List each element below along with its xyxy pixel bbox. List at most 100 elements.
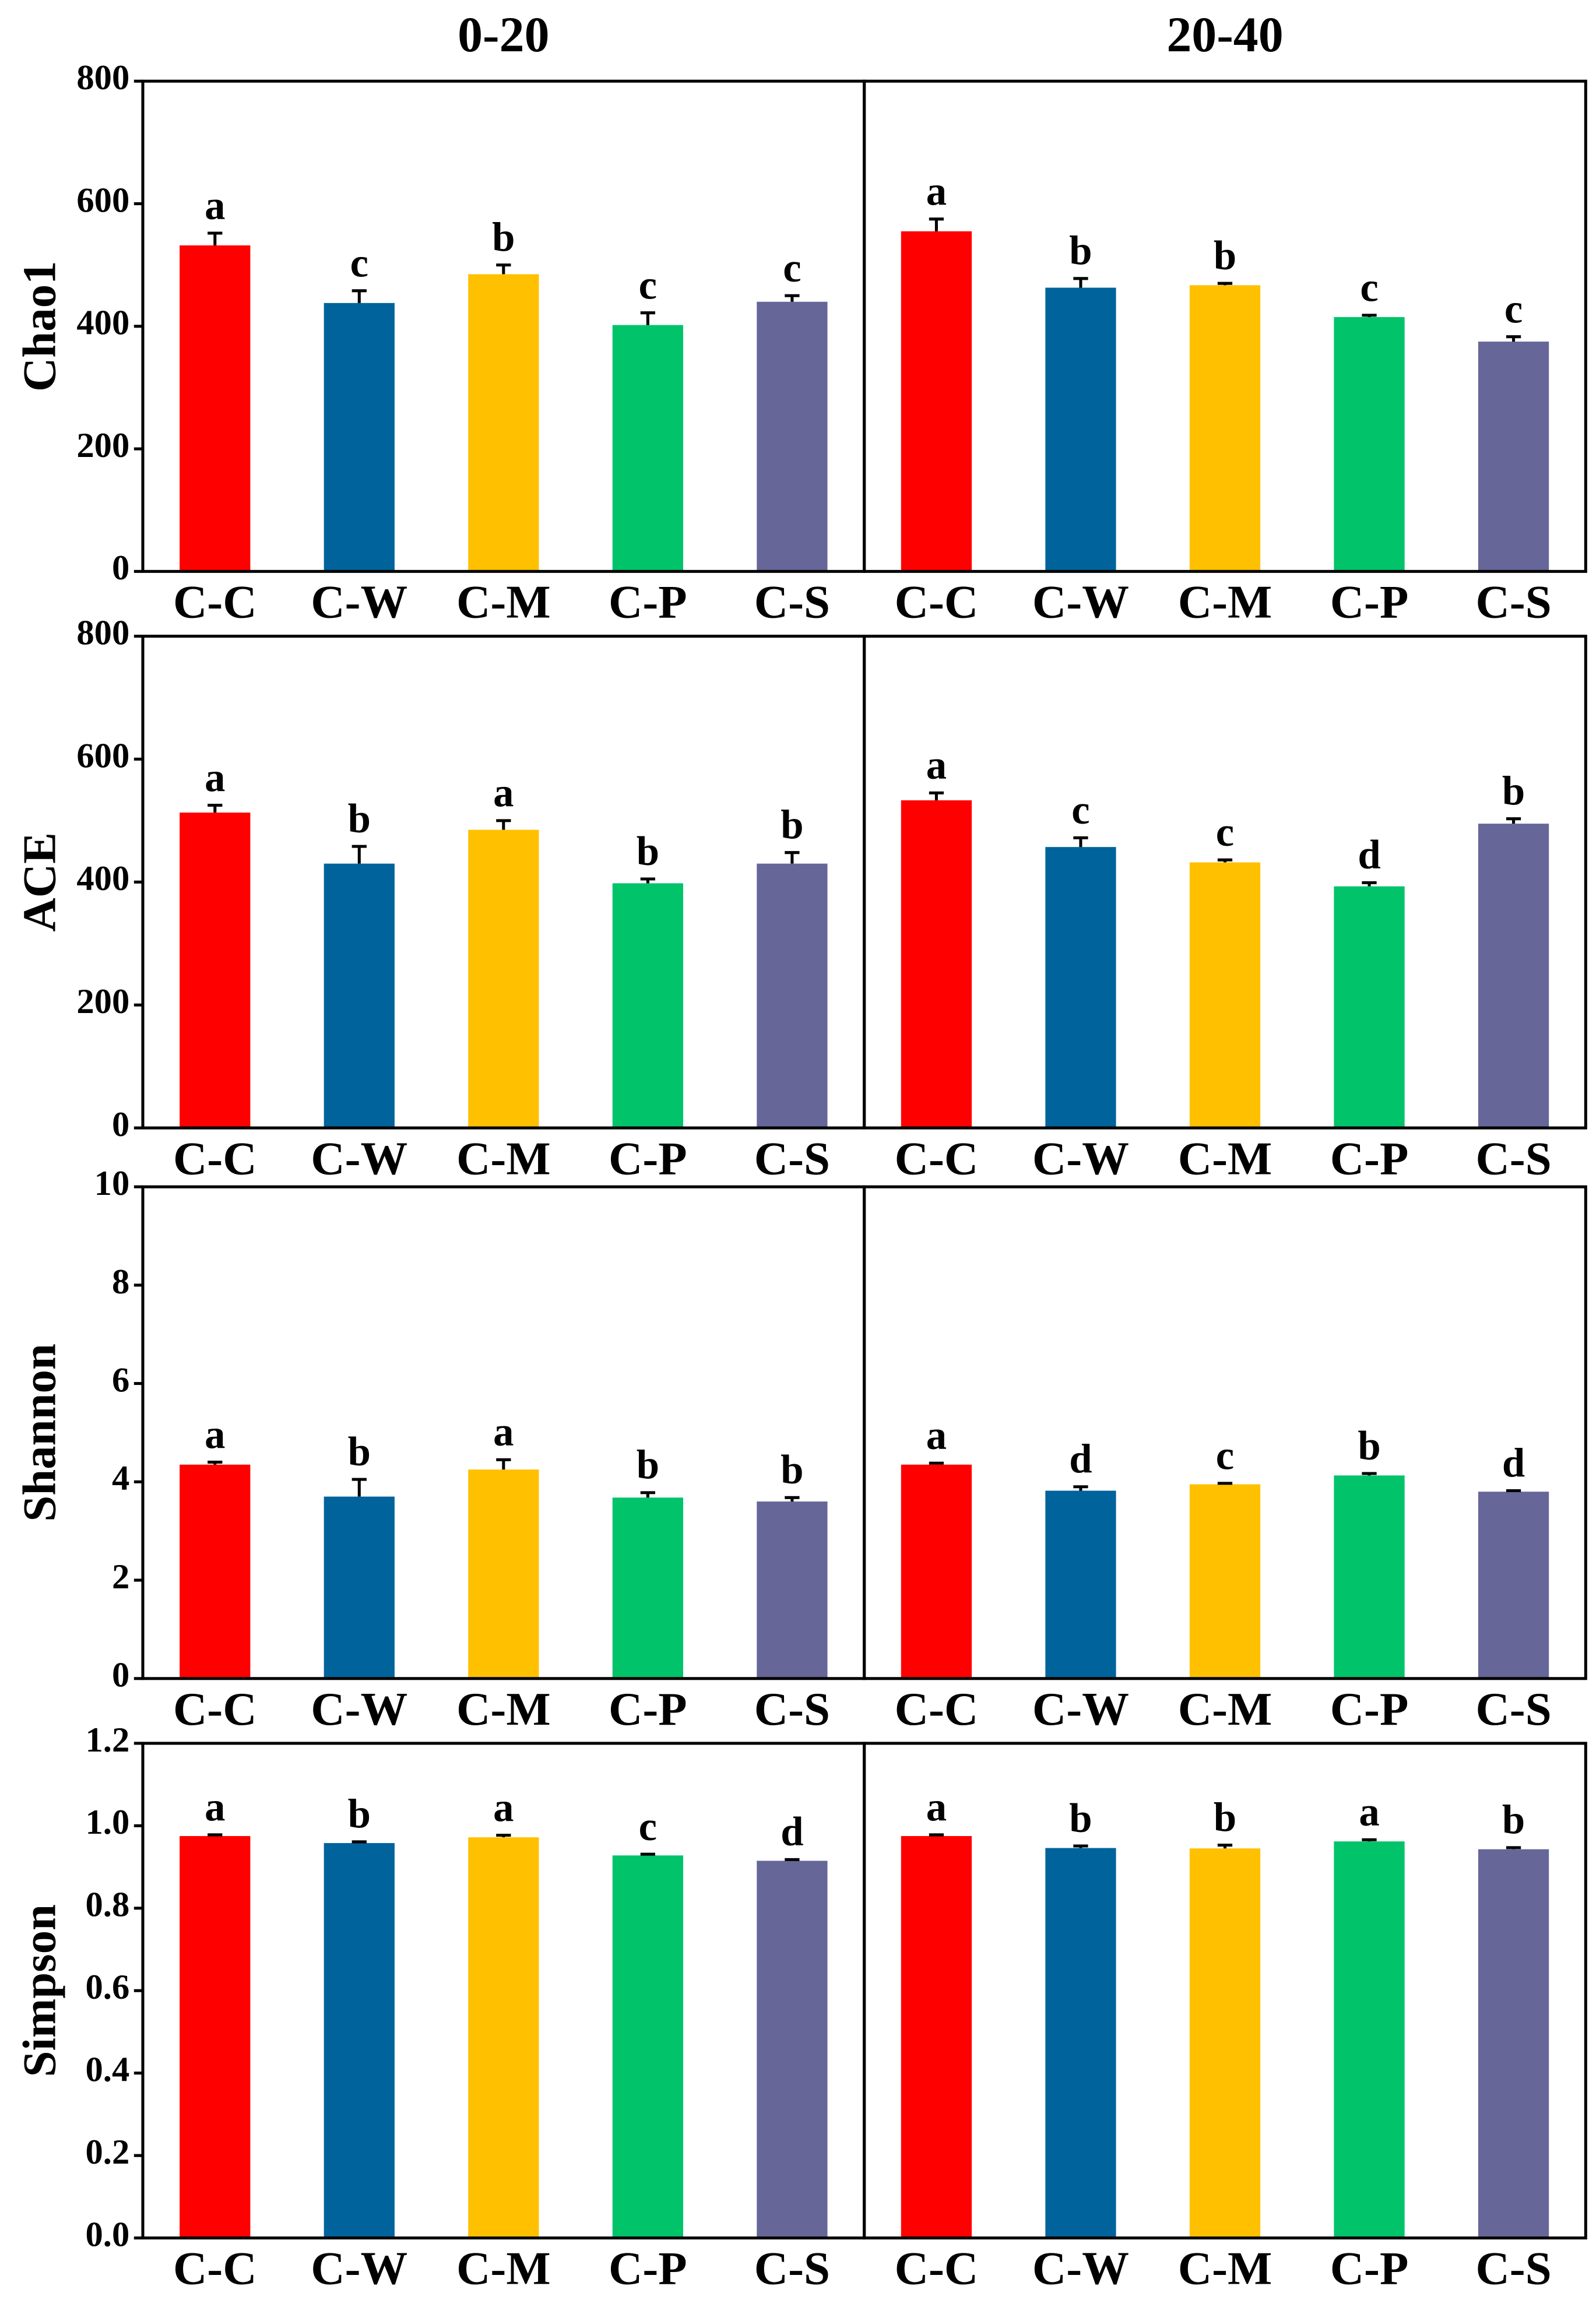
- bar: [324, 1496, 395, 1679]
- y-tick-label: 0.0: [86, 2215, 130, 2254]
- significance-letter: b: [1502, 1798, 1525, 1843]
- error-bar: [1217, 282, 1233, 286]
- bar: [180, 1836, 251, 2238]
- error-bar: [208, 1461, 223, 1465]
- bar: [612, 1497, 683, 1679]
- significance-letter: b: [1214, 233, 1236, 279]
- x-tick-label: C-C: [173, 2243, 257, 2295]
- x-tick-label: C-W: [1032, 2243, 1129, 2295]
- y-tick-label: 0.6: [86, 1968, 130, 2007]
- bar: [901, 1464, 972, 1679]
- x-tick-label: C-S: [754, 1683, 830, 1735]
- significance-letter: a: [926, 1413, 947, 1458]
- error-bar: [1506, 1489, 1521, 1493]
- error-bar: [640, 1491, 655, 1498]
- y-tick-label: 4: [112, 1459, 129, 1498]
- error-bar: [785, 1858, 800, 1861]
- error-bar: [1073, 1485, 1088, 1491]
- y-tick-label: 800: [76, 58, 129, 97]
- bar: [1189, 1848, 1261, 2238]
- y-tick-label: 0.8: [86, 1886, 130, 1925]
- significance-letter: b: [1502, 769, 1525, 814]
- error-bar: [1506, 817, 1521, 824]
- significance-letter: a: [926, 743, 947, 788]
- significance-letter: c: [1071, 787, 1089, 833]
- x-tick-label: C-P: [1330, 576, 1409, 628]
- error-bar: [208, 1833, 223, 1837]
- error-bar: [1362, 314, 1377, 318]
- x-tick-label: C-W: [311, 576, 407, 628]
- error-bar: [1217, 1482, 1233, 1485]
- x-tick-label: C-M: [1178, 1683, 1272, 1735]
- y-tick-label: 200: [76, 982, 129, 1021]
- y-axis-label: Chao1: [13, 261, 65, 392]
- error-bar: [351, 289, 367, 303]
- x-tick-label: C-W: [311, 1133, 407, 1184]
- significance-letter: a: [926, 169, 947, 214]
- significance-letter: c: [639, 1804, 657, 1849]
- error-bar: [785, 1496, 800, 1502]
- significance-letter: a: [205, 183, 225, 228]
- bar: [1189, 1484, 1261, 1679]
- y-tick-label: 600: [76, 736, 129, 775]
- error-bar: [208, 231, 223, 246]
- significance-letter: d: [1502, 1440, 1525, 1486]
- significance-letter: b: [1214, 1795, 1236, 1840]
- significance-letter: c: [1360, 265, 1378, 311]
- significance-letter: d: [1069, 1437, 1092, 1482]
- x-tick-label: C-C: [173, 576, 257, 628]
- bar: [324, 1843, 395, 2238]
- bar: [1478, 1849, 1549, 2238]
- panel-frame: [863, 1742, 1587, 2240]
- error-bar: [1362, 1472, 1377, 1476]
- bar: [468, 1837, 539, 2238]
- significance-letter: b: [348, 1429, 371, 1475]
- significance-letter: b: [1069, 1796, 1092, 1841]
- significance-letter: c: [639, 262, 657, 308]
- x-tick-label: C-P: [609, 1133, 687, 1184]
- panel-frame: [863, 1185, 1587, 1680]
- x-tick-label: C-S: [1475, 1133, 1551, 1184]
- panel-frame: [863, 634, 1587, 1130]
- significance-letter: c: [783, 245, 801, 291]
- significance-letter: c: [1504, 286, 1523, 332]
- x-tick-label: C-P: [609, 576, 687, 628]
- x-tick-label: C-S: [1475, 576, 1551, 628]
- x-tick-label: C-C: [895, 2243, 979, 2295]
- bar: [1045, 847, 1116, 1128]
- error-bar: [1073, 1844, 1088, 1848]
- x-tick-label: C-S: [1475, 1683, 1551, 1735]
- y-tick-label: 1.0: [86, 1803, 130, 1842]
- bar: [1478, 1492, 1549, 1679]
- panel-frame: [863, 79, 1587, 573]
- x-tick-label: C-W: [1032, 1683, 1129, 1735]
- y-tick-label: 0.4: [86, 2051, 130, 2090]
- significance-letter: c: [350, 241, 368, 286]
- significance-letter: a: [926, 1785, 947, 1830]
- x-tick-label: C-M: [1178, 2243, 1272, 2295]
- y-tick-label: 600: [76, 181, 129, 220]
- y-tick-label: 0: [112, 1656, 129, 1695]
- error-bar: [496, 819, 511, 830]
- y-tick-label: 400: [76, 859, 129, 898]
- bar: [180, 245, 251, 572]
- y-axis-label: Shannon: [13, 1344, 65, 1522]
- significance-letter: a: [493, 1409, 514, 1455]
- y-tick-label: 0: [112, 548, 129, 588]
- error-bar: [929, 1461, 944, 1465]
- x-tick-label: C-S: [754, 1133, 830, 1184]
- significance-letter: b: [348, 1792, 371, 1837]
- bar: [1189, 285, 1261, 572]
- significance-letter: b: [781, 1447, 803, 1493]
- significance-letter: b: [1358, 1423, 1380, 1469]
- bar: [757, 301, 828, 572]
- x-tick-label: C-C: [895, 576, 979, 628]
- y-tick-label: 10: [94, 1164, 130, 1203]
- error-bar: [351, 1478, 367, 1497]
- y-tick-label: 0.2: [86, 2133, 130, 2172]
- error-bar: [1217, 1844, 1233, 1849]
- error-bar: [351, 1840, 367, 1844]
- bar: [901, 800, 972, 1128]
- bar: [1334, 1475, 1405, 1679]
- significance-letter: a: [493, 1785, 514, 1830]
